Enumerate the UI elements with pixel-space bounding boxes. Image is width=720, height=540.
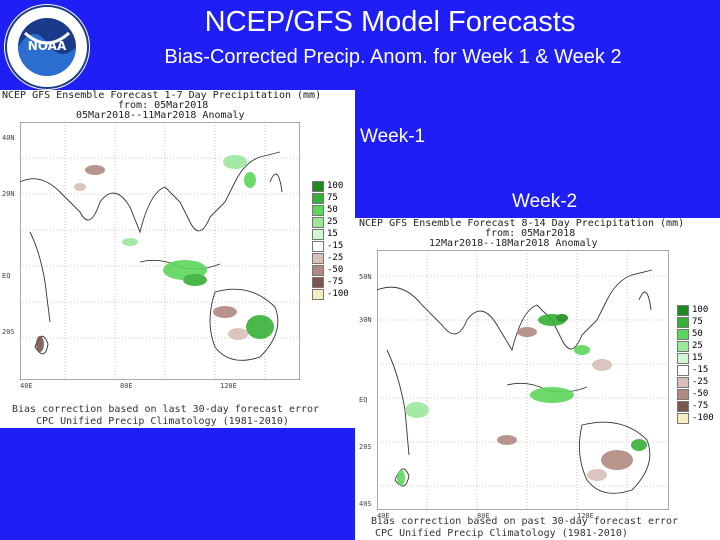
legend-label: -100 xyxy=(327,289,349,299)
panel1-header-line2: from: 05Mar2018 xyxy=(118,100,209,111)
legend-entry: 100 xyxy=(312,180,349,192)
legend-swatch xyxy=(312,288,324,300)
week2-color-legend: 100 75 50 25 15 -15 -25 -50 -75 -100 xyxy=(677,304,714,424)
legend-swatch xyxy=(312,264,324,276)
slide-title: NCEP/GFS Model Forecasts xyxy=(204,6,576,38)
p1-lon-label: 40E xyxy=(20,382,33,390)
legend-swatch xyxy=(312,204,324,216)
panel1-footer-line2: CPC Unified Precip Climatology (1981-201… xyxy=(36,416,289,427)
legend-entry: -15 xyxy=(312,240,349,252)
legend-entry: 50 xyxy=(312,204,349,216)
legend-swatch xyxy=(677,316,689,328)
legend-entry: -15 xyxy=(677,364,714,376)
legend-label: 100 xyxy=(327,181,344,191)
legend-label: 50 xyxy=(327,205,338,215)
legend-label: -50 xyxy=(327,265,344,275)
legend-label: -100 xyxy=(692,413,714,423)
legend-swatch xyxy=(677,328,689,340)
legend-swatch xyxy=(312,216,324,228)
week1-forecast-map-panel: NCEP GFS Ensemble Forecast 1-7 Day Preci… xyxy=(0,90,355,428)
legend-label: 15 xyxy=(692,353,703,363)
p1-lon-label: 80E xyxy=(120,382,133,390)
legend-label: 25 xyxy=(692,341,703,351)
legend-swatch xyxy=(677,388,689,400)
legend-label: -25 xyxy=(692,377,709,387)
legend-label: 15 xyxy=(327,229,338,239)
panel1-header-line3: 05Mar2018--11Mar2018 Anomaly xyxy=(76,110,245,121)
legend-label: 25 xyxy=(327,217,338,227)
legend-entry: -75 xyxy=(312,276,349,288)
panel2-header-line2: from: 05Mar2018 xyxy=(485,228,576,239)
week1-map xyxy=(20,122,300,380)
legend-label: -25 xyxy=(327,253,344,263)
legend-swatch xyxy=(312,252,324,264)
legend-swatch xyxy=(677,364,689,376)
p2-lat-label: EQ xyxy=(359,396,368,404)
legend-entry: -50 xyxy=(312,264,349,276)
slide-subtitle: Bias-Corrected Precip. Anom. for Week 1 … xyxy=(164,46,622,68)
p1-lon-label: 120E xyxy=(220,382,237,390)
panel1-header-line1: NCEP GFS Ensemble Forecast 1-7 Day Preci… xyxy=(2,90,322,101)
legend-label: 50 xyxy=(692,329,703,339)
legend-entry: -25 xyxy=(677,376,714,388)
legend-swatch xyxy=(677,304,689,316)
legend-entry: -100 xyxy=(677,412,714,424)
p1-lat-label: 20S xyxy=(2,328,15,336)
legend-entry: -100 xyxy=(312,288,349,300)
week2-label: Week-2 xyxy=(512,191,578,212)
legend-entry: 15 xyxy=(677,352,714,364)
noaa-logo-text: NOAA xyxy=(28,39,67,53)
p2-lat-label: 30N xyxy=(359,316,372,324)
legend-label: -75 xyxy=(327,277,344,287)
legend-entry: 25 xyxy=(312,216,349,228)
legend-label: -50 xyxy=(692,389,709,399)
legend-entry: 15 xyxy=(312,228,349,240)
p2-lon-label: 40E xyxy=(377,512,390,520)
panel2-header-line1: NCEP GFS Ensemble Forecast 8-14 Day Prec… xyxy=(359,218,685,229)
legend-label: -15 xyxy=(692,365,709,375)
legend-swatch xyxy=(312,192,324,204)
legend-label: -15 xyxy=(327,241,344,251)
legend-label: 75 xyxy=(692,317,703,327)
legend-swatch xyxy=(677,376,689,388)
legend-entry: 25 xyxy=(677,340,714,352)
week1-label: Week-1 xyxy=(360,126,426,147)
noaa-logo-icon: NOAA xyxy=(4,4,90,90)
panel1-footer-line1: Bias correction based on last 30-day for… xyxy=(12,404,320,415)
p1-lat-label: 40N xyxy=(2,134,15,142)
week2-map xyxy=(377,250,669,510)
legend-swatch xyxy=(312,180,324,192)
legend-swatch xyxy=(677,400,689,412)
panel2-footer-line1: Bias correction based on past 30-day for… xyxy=(371,516,679,527)
p2-lat-label: 40S xyxy=(359,500,372,508)
legend-entry: -25 xyxy=(312,252,349,264)
legend-swatch xyxy=(312,240,324,252)
p1-lat-label: EQ xyxy=(2,272,11,280)
legend-entry: 75 xyxy=(312,192,349,204)
p2-lon-label: 80E xyxy=(477,512,490,520)
p1-lat-label: 20N xyxy=(2,190,15,198)
p2-lat-label: 50N xyxy=(359,273,372,281)
legend-swatch xyxy=(312,228,324,240)
legend-swatch xyxy=(312,276,324,288)
p2-lon-label: 120E xyxy=(577,512,594,520)
legend-entry: 75 xyxy=(677,316,714,328)
legend-label: -75 xyxy=(692,401,709,411)
legend-entry: 100 xyxy=(677,304,714,316)
legend-entry: -50 xyxy=(677,388,714,400)
legend-label: 100 xyxy=(692,305,709,315)
legend-entry: 50 xyxy=(677,328,714,340)
legend-swatch xyxy=(677,340,689,352)
week2-forecast-map-panel: NCEP GFS Ensemble Forecast 8-14 Day Prec… xyxy=(355,218,720,540)
legend-swatch xyxy=(677,412,689,424)
panel2-footer-line2: CPC Unified Precip Climatology (1981-201… xyxy=(375,528,628,539)
legend-label: 75 xyxy=(327,193,338,203)
legend-swatch xyxy=(677,352,689,364)
p2-lat-label: 20S xyxy=(359,443,372,451)
legend-entry: -75 xyxy=(677,400,714,412)
week1-color-legend: 100 75 50 25 15 -15 -25 -50 -75 -100 xyxy=(312,180,349,300)
panel2-header-line3: 12Mar2018--18Mar2018 Anomaly xyxy=(429,238,598,249)
